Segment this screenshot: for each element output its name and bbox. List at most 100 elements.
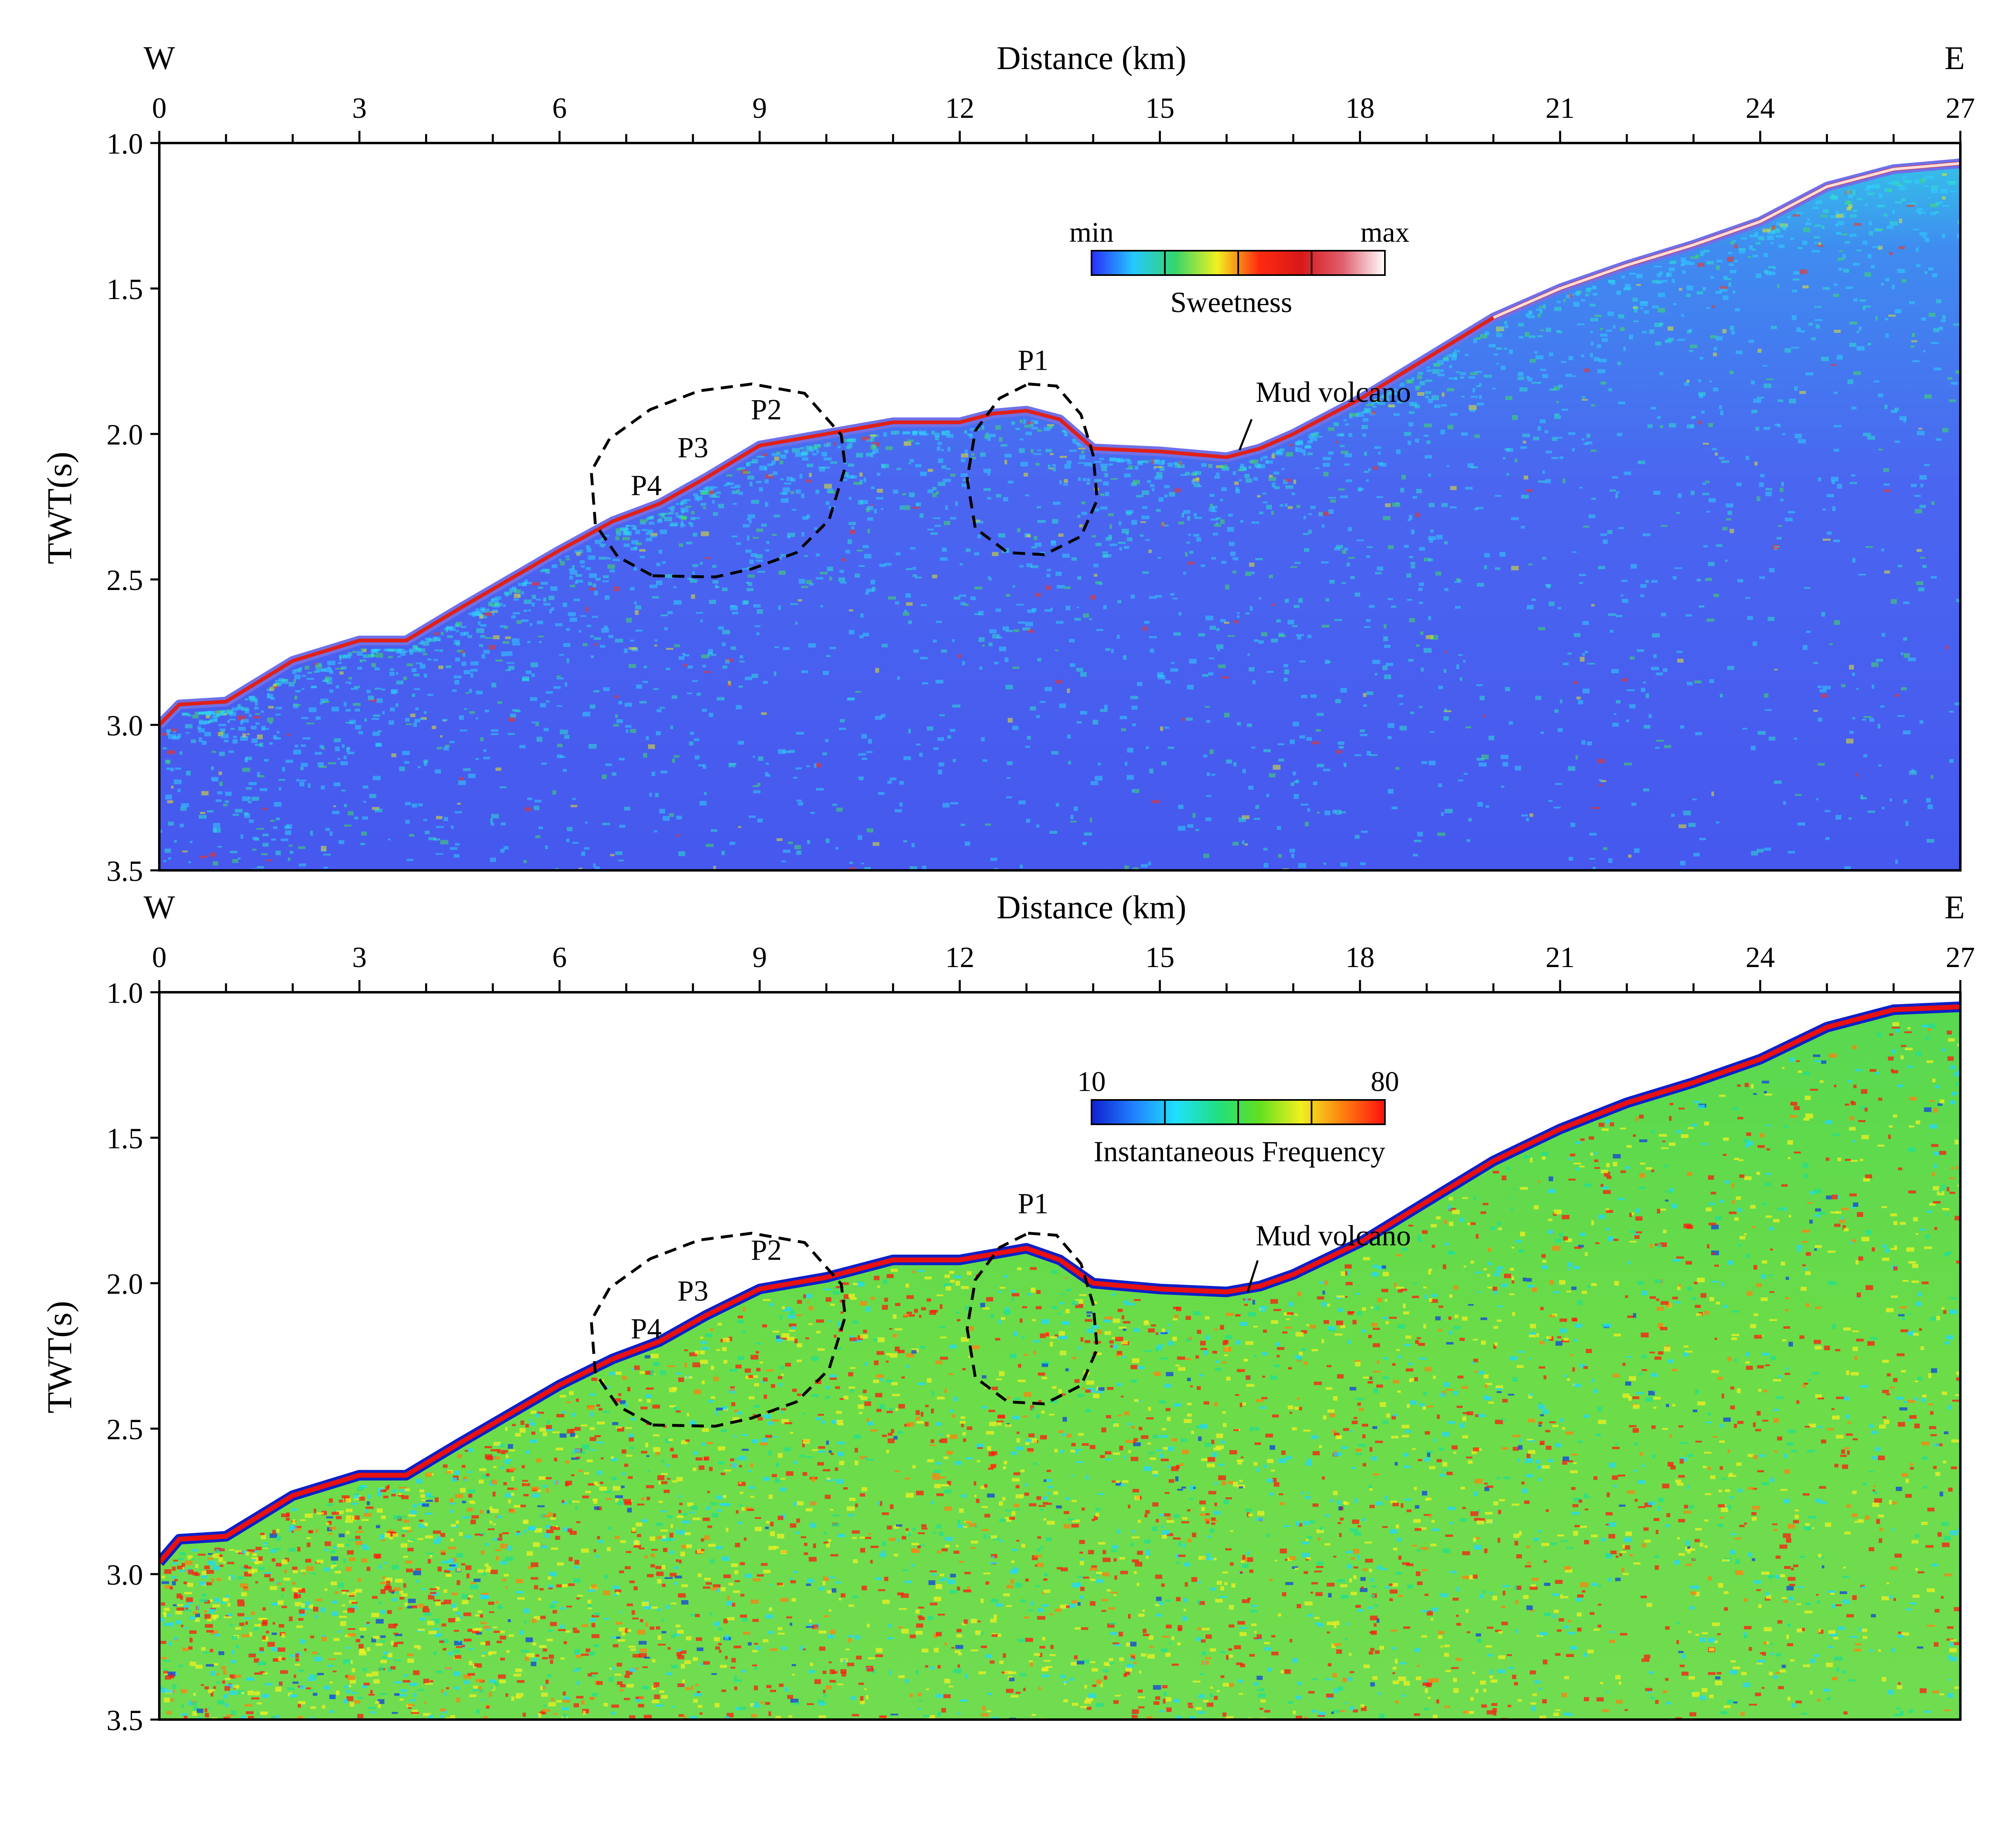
speckle-mark [1428, 399, 1433, 403]
speckle-mark [254, 707, 259, 710]
speckle-mark [752, 1619, 759, 1622]
speckle-mark [344, 824, 352, 827]
speckle-mark [617, 1427, 624, 1432]
speckle-mark [918, 430, 927, 434]
speckle-mark [1587, 741, 1592, 746]
speckle-mark [1367, 1607, 1373, 1609]
speckle-mark [288, 857, 291, 861]
speckle-mark [206, 1570, 214, 1574]
speckle-mark [336, 1690, 340, 1695]
speckle-mark [628, 1476, 633, 1479]
speckle-mark [1942, 196, 1946, 200]
speckle-mark [407, 1658, 414, 1663]
speckle-mark [189, 1630, 197, 1634]
speckle-mark [790, 603, 798, 605]
speckle-mark [1512, 415, 1518, 420]
speckle-mark [1916, 264, 1921, 267]
speckle-mark [497, 701, 502, 704]
speckle-mark [1426, 440, 1431, 444]
speckle-mark [469, 711, 475, 714]
speckle-mark [953, 759, 956, 762]
speckle-mark [289, 850, 293, 854]
speckle-mark [946, 1451, 953, 1455]
speckle-mark [1927, 804, 1933, 809]
speckle-mark [1508, 721, 1513, 725]
speckle-mark [1508, 349, 1513, 354]
speckle-mark [496, 1556, 499, 1561]
speckle-mark [827, 442, 831, 447]
speckle-mark [205, 1624, 213, 1628]
speckle-mark [261, 725, 266, 731]
speckle-mark [1288, 1367, 1292, 1370]
speckle-mark [1146, 746, 1149, 749]
speckle-mark [232, 1636, 238, 1640]
speckle-mark [1655, 747, 1660, 749]
speckle-mark [1702, 493, 1710, 495]
speckle-mark [1323, 863, 1326, 865]
speckle-mark [1391, 1415, 1396, 1420]
speckle-mark [1875, 316, 1878, 321]
speckle-mark [1390, 391, 1396, 394]
speckle-mark [1752, 641, 1757, 646]
speckle-mark [744, 1573, 752, 1578]
speckle-mark [1921, 1281, 1929, 1284]
speckle-mark [244, 1704, 252, 1707]
speckle-mark [1468, 818, 1472, 822]
speckle-mark [423, 759, 428, 763]
speckle-mark [305, 1559, 311, 1563]
speckle-mark [1736, 482, 1742, 486]
speckle-mark [345, 1543, 349, 1546]
speckle-mark [1098, 762, 1101, 766]
speckle-mark [1769, 271, 1776, 275]
speckle-mark [1606, 330, 1612, 332]
speckle-mark [1890, 221, 1898, 226]
speckle-mark [1909, 770, 1917, 775]
speckle-mark [484, 1563, 489, 1567]
speckle-mark [1371, 1323, 1378, 1327]
speckle-mark [455, 811, 462, 813]
speckle-mark [1096, 1573, 1099, 1577]
y-tick-label: 2.5 [106, 564, 143, 596]
speckle-mark [213, 1663, 218, 1666]
speckle-mark [1621, 599, 1629, 603]
speckle-mark [346, 747, 350, 750]
speckle-mark [825, 1494, 831, 1499]
speckle-mark [1724, 278, 1732, 280]
speckle-mark [825, 1396, 830, 1399]
speckle-mark [920, 604, 927, 606]
speckle-mark [781, 860, 786, 863]
speckle-mark [851, 526, 855, 529]
speckle-mark [1439, 369, 1444, 373]
speckle-mark [1371, 400, 1375, 405]
speckle-mark [439, 649, 443, 652]
speckle-mark [1182, 1616, 1187, 1621]
speckle-mark [1255, 558, 1263, 560]
speckle-mark [781, 1419, 789, 1423]
speckle-mark [1144, 621, 1150, 624]
speckle-mark [251, 796, 259, 801]
speckle-mark [473, 611, 480, 616]
speckle-mark [1792, 289, 1797, 293]
speckle-mark [595, 866, 600, 870]
speckle-mark [1955, 370, 1960, 374]
speckle-mark [1185, 472, 1190, 475]
speckle-mark [1540, 330, 1545, 332]
speckle-mark [1360, 734, 1368, 736]
speckle-mark [836, 807, 843, 812]
speckle-mark [675, 512, 679, 515]
speckle-mark [1376, 1360, 1379, 1364]
speckle-mark [1496, 363, 1499, 365]
speckle-mark [202, 741, 207, 745]
speckle-mark [584, 847, 590, 850]
speckle-mark [618, 701, 623, 705]
speckle-mark [1934, 1609, 1940, 1613]
speckle-mark [1815, 1245, 1822, 1248]
speckle-mark [1949, 1191, 1955, 1194]
speckle-mark [1864, 188, 1870, 191]
speckle-mark [501, 1466, 505, 1469]
speckle-mark [1445, 809, 1453, 813]
speckle-mark [1058, 534, 1063, 537]
speckle-mark [839, 570, 844, 573]
speckle-mark [508, 1619, 511, 1622]
speckle-mark [1105, 537, 1112, 541]
